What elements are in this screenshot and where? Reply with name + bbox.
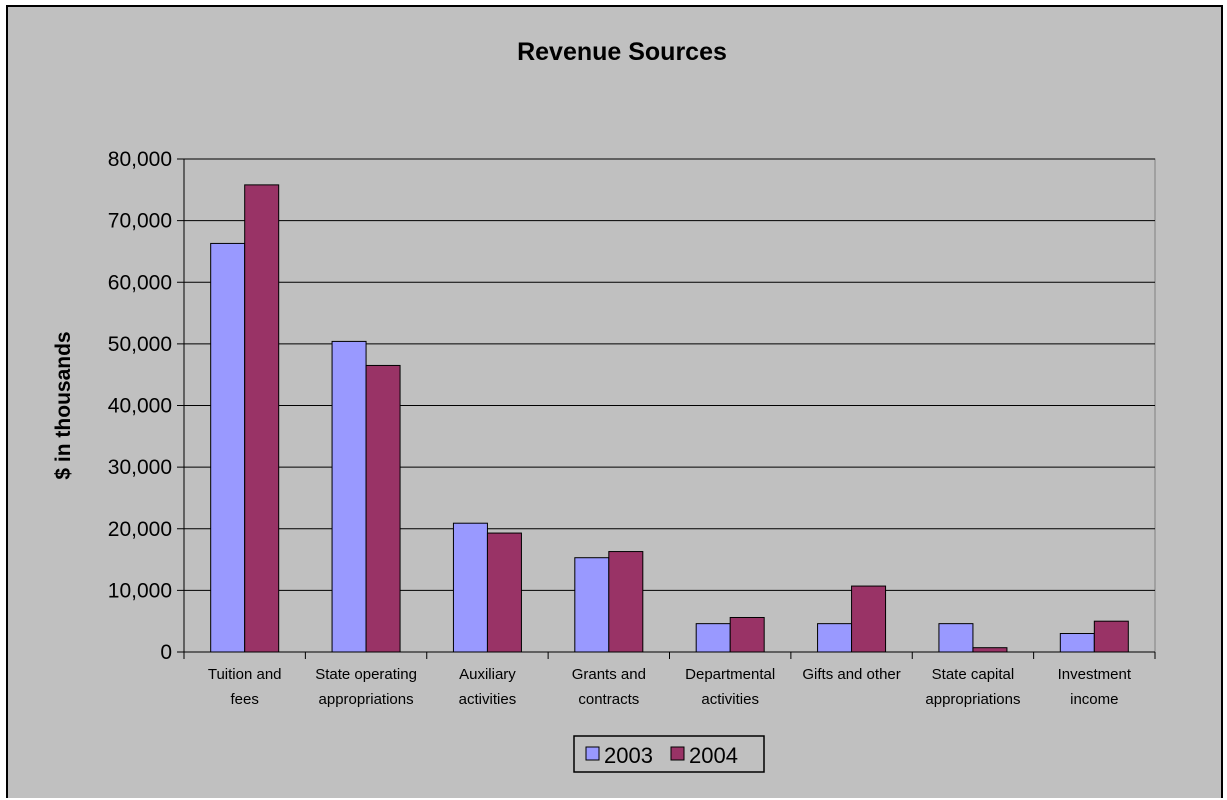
bar-2003 (695, 623, 731, 653)
y-tick-label: 80,000 (108, 148, 172, 171)
y-tick-label: 60,000 (108, 271, 172, 294)
chart-title: Revenue Sources (517, 38, 727, 66)
y-tick-label: 50,000 (108, 333, 172, 356)
x-tick-label: contracts (578, 691, 639, 708)
legend-box (573, 735, 765, 773)
bar-2003 (938, 623, 974, 653)
x-tick-label: Auxiliary (459, 666, 516, 683)
bar-2004 (972, 647, 1008, 653)
x-tick-label: income (1070, 691, 1118, 708)
legend-swatch-2003 (585, 746, 600, 761)
chart-area: Revenue Sources 0 10,000 20,000 30,000 40,000… (6, 5, 1223, 798)
bar-2004 (729, 616, 765, 653)
bar-2004 (486, 532, 522, 653)
x-tick-label: fees (231, 691, 259, 708)
x-tick-label: Investment (1058, 666, 1132, 683)
bar-2004 (244, 184, 280, 653)
bar-2003 (210, 242, 246, 653)
y-tick-label: 30,000 (108, 456, 172, 479)
y-tick-label: 40,000 (108, 395, 172, 418)
legend-label-2004: 2004 (689, 743, 738, 768)
y-tick-label: 70,000 (108, 210, 172, 233)
x-tick-label: State capital (932, 666, 1015, 683)
x-tick-label: State operating (315, 666, 417, 683)
x-tick-label: Tuition and (208, 666, 282, 683)
bar-2004 (608, 551, 644, 653)
bar-2003 (817, 623, 853, 653)
x-tick-label: Grants and (572, 666, 646, 683)
x-tick-label: Gifts and other (802, 666, 900, 683)
x-tick-label: appropriations (319, 691, 414, 708)
y-tick-label: 0 (160, 641, 172, 664)
bar-2003 (331, 340, 367, 653)
bar-2003 (574, 557, 610, 653)
bar-2004 (851, 585, 887, 653)
x-tick-label: Departmental (685, 666, 775, 683)
bar-2004 (365, 364, 401, 653)
bar-2003 (452, 522, 488, 653)
x-tick-label: appropriations (925, 691, 1020, 708)
y-axis-label: $ in thousands (52, 331, 75, 479)
legend-label-2003: 2003 (604, 743, 653, 768)
x-tick-label: activities (701, 691, 759, 708)
y-tick-label: 10,000 (108, 579, 172, 602)
bar-2003 (1059, 633, 1095, 653)
x-tick-label: activities (459, 691, 517, 708)
bar-2004 (1093, 620, 1129, 653)
revenue-chart: Revenue Sources 0 10,000 20,000 30,000 40,000… (52, 38, 1156, 773)
legend-swatch-2004 (670, 746, 685, 761)
y-tick-label: 20,000 (108, 518, 172, 541)
